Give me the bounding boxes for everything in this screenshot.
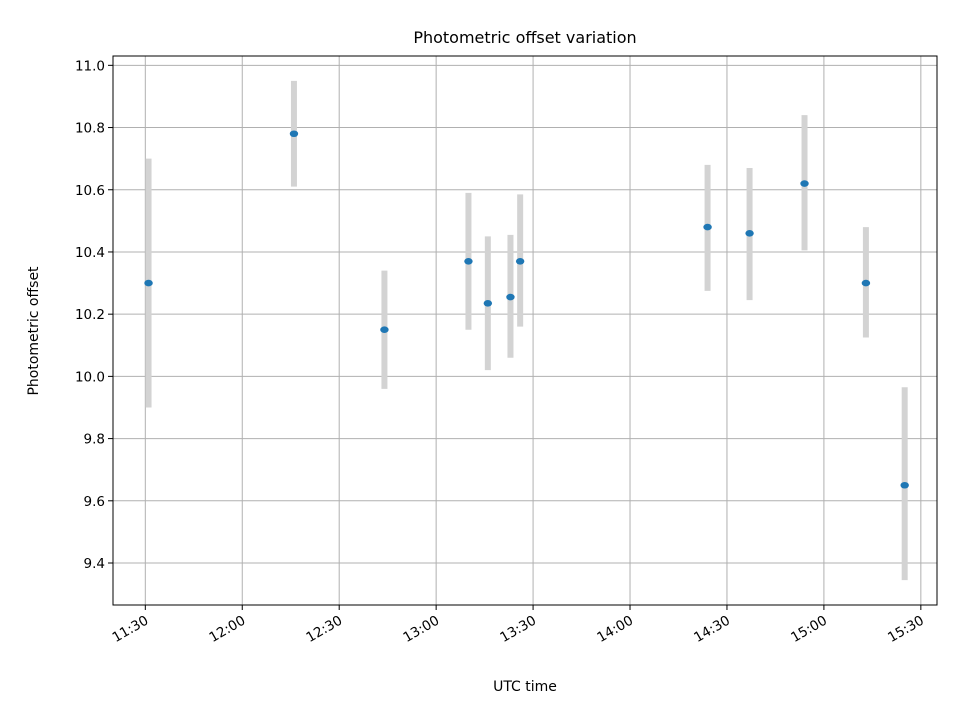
y-tick-label: 11.0 [75, 58, 105, 74]
chart-title: Photometric offset variation [413, 28, 636, 47]
x-tick-label: 14:30 [691, 613, 733, 646]
data-point [861, 279, 871, 287]
data-point [289, 130, 299, 138]
data-point [703, 223, 712, 231]
error-bars [145, 80, 908, 581]
x-tick-label: 15:00 [788, 613, 830, 646]
x-tick-label: 13:00 [400, 613, 442, 646]
y-axis-label: Photometric offset [26, 266, 42, 396]
grid [113, 56, 937, 605]
data-points [144, 130, 909, 489]
x-tick-label: 11:30 [110, 613, 152, 646]
y-tick-label: 10.8 [75, 121, 105, 137]
data-point [464, 257, 473, 265]
data-point [515, 257, 525, 265]
y-tick-label: 10.6 [75, 183, 105, 199]
x-tick-label: 13:30 [497, 613, 539, 646]
data-point [745, 229, 754, 237]
x-tick-label: 12:00 [207, 613, 249, 646]
data-point [506, 293, 515, 301]
y-tick-label: 10.4 [75, 245, 105, 261]
y-tick-label: 9.8 [84, 432, 105, 448]
data-point [483, 299, 493, 307]
x-tick-label: 15:30 [885, 613, 927, 646]
y-tick-label: 10.0 [75, 369, 105, 385]
data-point [800, 180, 809, 187]
y-tick-label: 10.2 [75, 307, 105, 323]
data-point [900, 481, 909, 489]
y-tick-label: 9.6 [84, 494, 105, 510]
x-axis: 11:30 12:00 12:30 13:00 13:30 14:00 14:30 15:00… [110, 605, 927, 646]
data-point [144, 279, 153, 287]
x-tick-label: 12:30 [304, 613, 346, 646]
y-axis: 9.4 9.6 9.8 10.0 10.2 10.4 10.6 10.8 11.0 [75, 58, 113, 572]
plot-area-frame [112, 55, 938, 606]
data-point [380, 326, 389, 334]
x-axis-label: UTC time [493, 679, 557, 695]
x-tick-label: 14:00 [594, 613, 636, 646]
y-tick-label: 9.4 [84, 556, 105, 572]
